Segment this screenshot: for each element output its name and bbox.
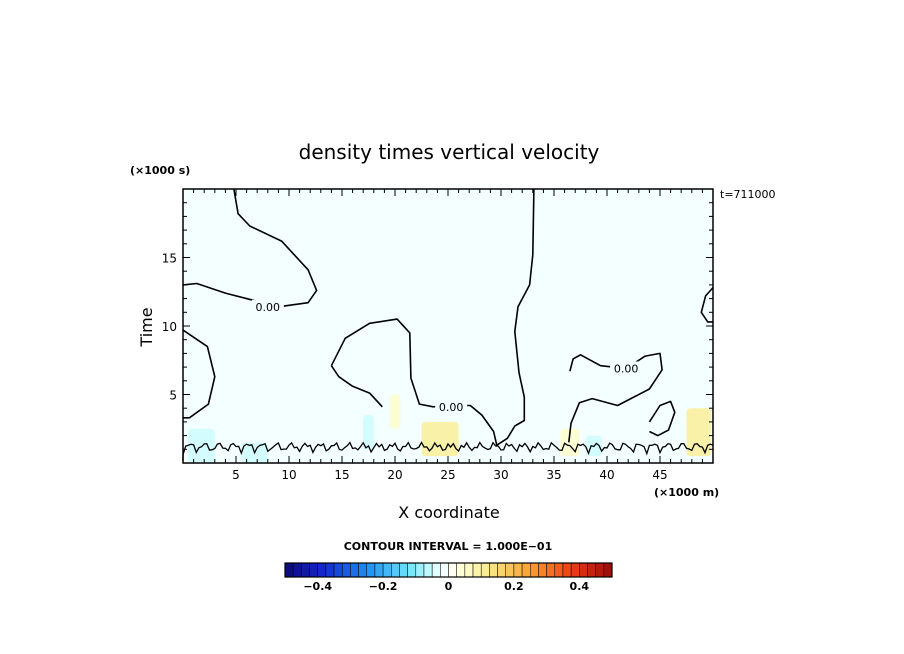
colorbar-cell — [570, 562, 580, 578]
colorbar-cell — [464, 562, 474, 578]
colorbar-cell — [546, 562, 556, 578]
colorbar-cell — [317, 562, 327, 578]
colorbar-cell — [587, 562, 596, 578]
x-tick-label: 25 — [440, 468, 455, 482]
y-tick-label: 10 — [162, 320, 177, 334]
x-tick-label: 20 — [387, 468, 402, 482]
x-units-label: (×1000 m) — [654, 486, 719, 499]
contour-line — [568, 352, 663, 443]
y-tick-label: 15 — [162, 252, 177, 266]
colorbar-cell — [513, 562, 523, 578]
colorbar-cell — [472, 562, 482, 578]
colorbar: −0.4 −0.2 0 0.2 0.4 — [284, 562, 613, 593]
field-region — [560, 428, 580, 457]
colorbar-frame — [284, 562, 613, 578]
colorbar-cell — [431, 562, 441, 578]
time-stamp: t=711000 — [720, 188, 776, 201]
contour-line — [182, 188, 318, 308]
colorbar-cell — [358, 562, 368, 578]
colorbar-cell — [538, 562, 547, 578]
colorbar-cell — [530, 562, 539, 578]
y-axis-label: Time — [137, 307, 156, 347]
colorbar-cell — [595, 562, 605, 578]
colorbar-cell — [489, 562, 498, 578]
contour-label: 0.00 — [439, 401, 464, 414]
colorbar-cell — [325, 562, 335, 578]
x-tick-label: 30 — [493, 468, 508, 482]
colorbar-cell — [521, 562, 531, 578]
colorbar-cell — [366, 562, 376, 578]
contour-label: 0.00 — [614, 362, 639, 375]
plot-area: 0.00 0.00 0.00 5 10 15 20 25 30 35 40 45 5 10 15 — [162, 188, 714, 482]
chart-title: density times vertical velocity — [299, 140, 600, 164]
colorbar-cell — [292, 562, 302, 578]
y-units-label: (×1000 s) — [130, 164, 190, 177]
x-tick-label: 45 — [652, 468, 667, 482]
contour-line — [648, 400, 676, 437]
colorbar-cell — [554, 562, 564, 578]
colorbar-cell — [423, 562, 433, 578]
colorbar-cell — [284, 562, 294, 578]
colorbar-cell — [415, 562, 425, 578]
x-axis-label: X coordinate — [398, 503, 499, 522]
colorbar-cell — [374, 562, 384, 578]
colorbar-cell — [562, 562, 572, 578]
x-tick-label: 40 — [599, 468, 614, 482]
colorbar-tick-label: 0 — [445, 580, 453, 593]
colorbar-cell — [448, 562, 457, 578]
colorbar-cell — [497, 562, 506, 578]
x-tick-label: 5 — [232, 468, 240, 482]
colorbar-cell — [480, 562, 490, 578]
contour-line — [182, 441, 714, 461]
field-region — [421, 421, 459, 457]
colorbar-tick-label: −0.2 — [369, 580, 398, 593]
colorbar-cell — [399, 562, 408, 578]
colorbar-cell — [333, 562, 343, 578]
field-background — [183, 189, 713, 463]
colorbar-cell — [456, 562, 466, 578]
colorbar-cell — [309, 562, 318, 578]
colorbar-cell — [440, 562, 449, 578]
contour-label: 0.00 — [256, 301, 281, 314]
colorbar-cell — [350, 562, 359, 578]
colorbar-cell — [341, 562, 351, 578]
x-tick-label: 15 — [334, 468, 349, 482]
x-tick-label: 35 — [546, 468, 561, 482]
colorbar-cell — [579, 562, 588, 578]
colorbar-tick-label: −0.4 — [303, 580, 332, 593]
y-tick-label: 5 — [169, 389, 177, 403]
contour-label-bg — [251, 299, 284, 313]
colorbar-cell — [301, 562, 310, 578]
contour-label-bg — [610, 361, 643, 375]
contour-label-bg — [435, 399, 468, 413]
x-tick-label: 10 — [281, 468, 296, 482]
contour-line — [330, 188, 535, 446]
colorbar-cell — [382, 562, 392, 578]
contour-line — [700, 287, 714, 323]
colorbar-cell — [407, 562, 417, 578]
colorbar-tick-label: 0.2 — [504, 580, 524, 593]
colorbar-tick-label: 0.4 — [570, 580, 590, 593]
field-region — [389, 394, 401, 429]
contour-line — [182, 329, 216, 419]
contour-line — [330, 365, 383, 408]
field-region — [686, 408, 711, 457]
colorbar-cell — [505, 562, 515, 578]
colorbar-cell — [391, 562, 400, 578]
field-region — [363, 415, 374, 450]
colorbar-cell — [603, 562, 613, 578]
contour-interval-text: CONTOUR INTERVAL = 1.000E−01 — [344, 540, 553, 553]
